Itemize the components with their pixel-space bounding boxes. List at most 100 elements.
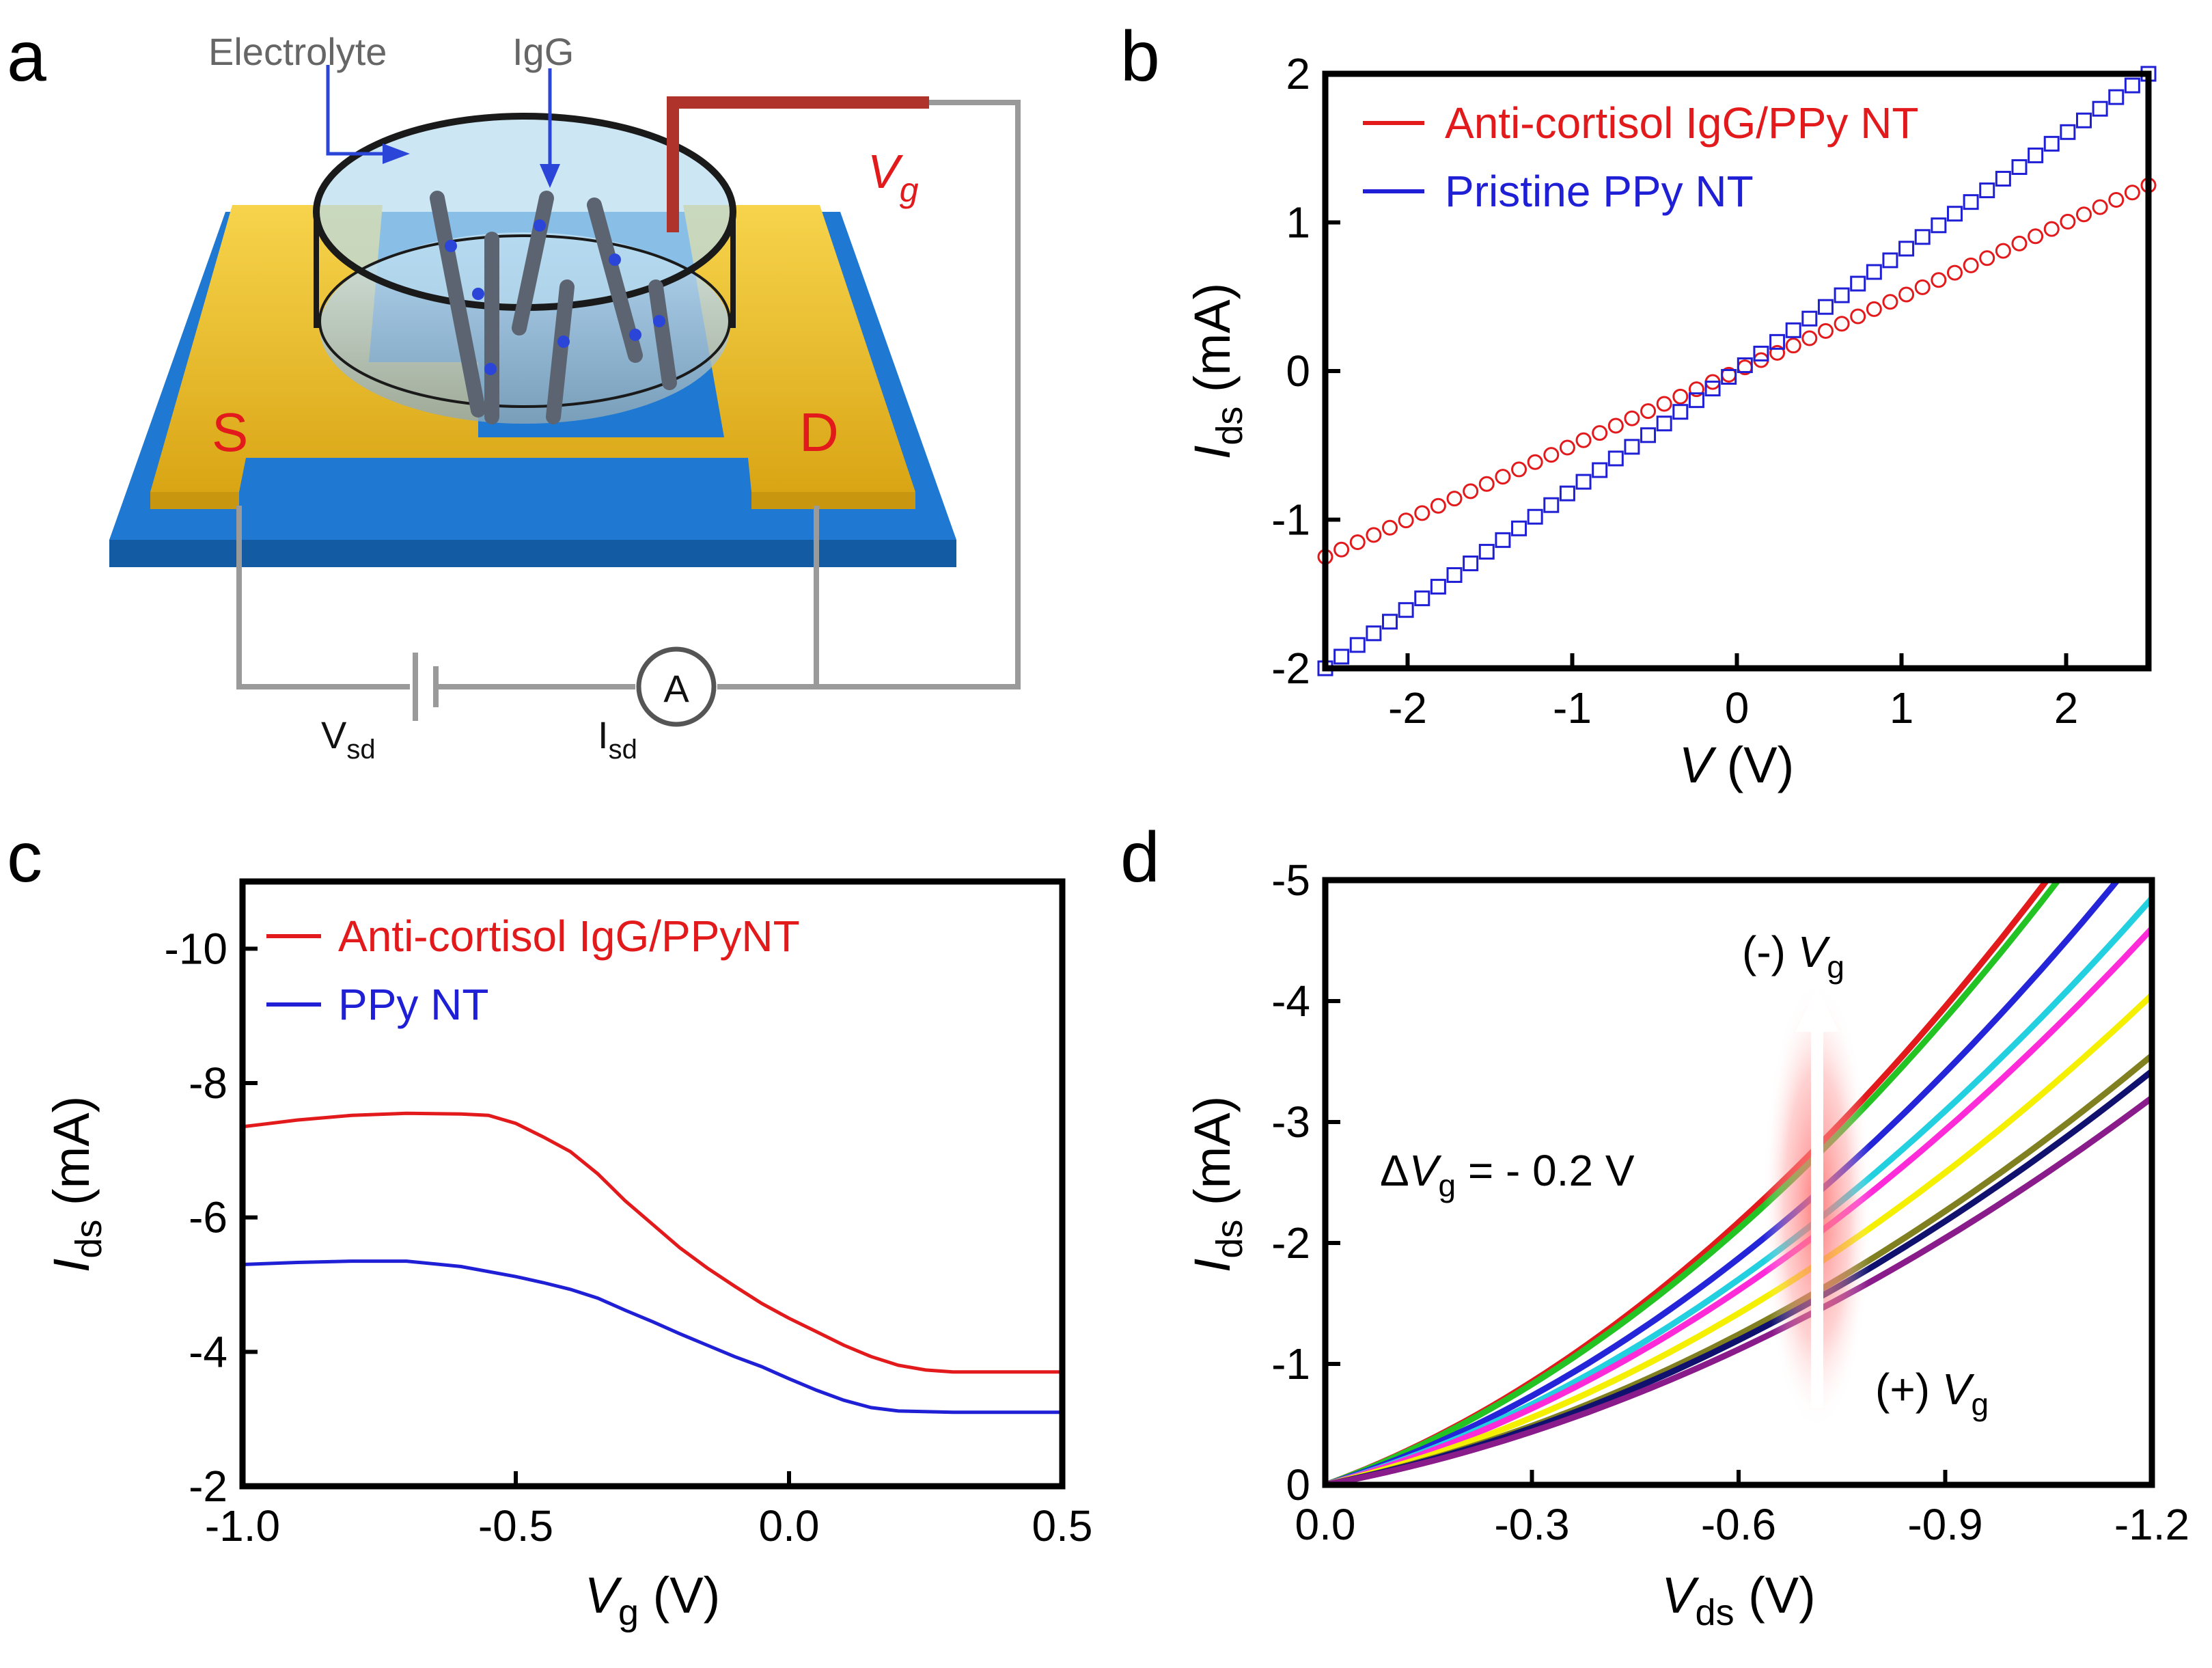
panel-c-ytick-label: -4 (189, 1327, 227, 1376)
point-pristine (1656, 415, 1672, 432)
panel-c-legend: Anti-cortisol IgG/PPyNT PPy NT (266, 912, 800, 1029)
point-pristine (1995, 171, 2011, 187)
point-anti-cortisol (1979, 250, 1995, 266)
point-pristine (1575, 474, 1592, 490)
panel-letter-d: d (1120, 818, 1160, 897)
point-anti-cortisol (2108, 191, 2125, 208)
point-pristine (1753, 345, 1769, 361)
point-anti-cortisol (1414, 505, 1430, 521)
panel-b-ytick-label: -2 (1271, 644, 1310, 693)
point-pristine (1688, 392, 1704, 409)
panel-d-ytick-label: -1 (1271, 1339, 1310, 1389)
drain-electrode (369, 205, 915, 492)
ammeter (636, 646, 717, 727)
point-anti-cortisol (1817, 323, 1834, 339)
point-pristine (1543, 497, 1560, 513)
point-pristine (1946, 206, 1963, 222)
panel-c-ytick-label: -8 (189, 1058, 227, 1108)
point-pristine (1382, 614, 1398, 630)
point-pristine (1817, 299, 1834, 315)
point-anti-cortisol (2011, 235, 2028, 251)
panel-c-axes: -1.0 -0.5 0.0 0.5 -2 -4 -6 -8 -10 (165, 924, 1093, 1550)
point-anti-cortisol (1656, 396, 1672, 412)
panel-d-ytick-label: -3 (1271, 1097, 1310, 1147)
point-pristine (2108, 89, 2125, 105)
panel-d-ytick-label: -2 (1271, 1218, 1310, 1268)
panel-b-axes: -2 -1 0 1 2 -2 -1 0 1 2 (1271, 49, 2078, 733)
panel-c-xtick-label: 0.0 (759, 1501, 820, 1550)
point-pristine (1882, 252, 1898, 269)
panel-c-ytick-label: -2 (189, 1462, 227, 1511)
point-anti-cortisol (1478, 476, 1495, 492)
point-pristine (2060, 124, 2076, 140)
panel-d-xlabel: Vds (V) (1661, 1567, 1816, 1633)
point-anti-cortisol (1866, 301, 1882, 317)
point-pristine (1704, 381, 1721, 397)
circuit-wires (236, 100, 1021, 689)
panel-b-ytick-label: 0 (1286, 346, 1310, 396)
point-anti-cortisol (1463, 483, 1479, 500)
point-pristine (2028, 147, 2044, 163)
panel-c-ytick-label: -10 (165, 924, 228, 973)
point-anti-cortisol (1672, 388, 1689, 405)
panel-c-ylabel: Ids (mA) (43, 1096, 109, 1272)
point-pristine (1592, 462, 1608, 478)
point-pristine (1785, 322, 1801, 338)
point-pristine (1914, 229, 1931, 245)
electrolyte-label: Electrolyte (208, 30, 387, 73)
point-pristine (1640, 427, 1657, 443)
point-anti-cortisol (1349, 534, 1366, 551)
point-anti-cortisol (1931, 272, 1947, 288)
point-pristine (1672, 404, 1689, 420)
vsd-label: Vsd (321, 713, 376, 765)
panel-b-xlabel: V (V) (1679, 737, 1795, 793)
panel-d-ytick-label: -5 (1271, 856, 1310, 905)
point-pristine (1446, 567, 1463, 584)
electrolyte-pointer (326, 65, 383, 156)
igg-arrowhead (540, 164, 560, 188)
panel-b-xtick-label: -1 (1553, 683, 1592, 733)
point-pristine (2124, 77, 2140, 94)
panel-b-xtick-label: 0 (1725, 683, 1750, 733)
point-anti-cortisol (1898, 286, 1915, 303)
point-anti-cortisol (1769, 344, 1786, 361)
point-pristine (2011, 159, 2028, 175)
point-anti-cortisol (1624, 410, 1640, 426)
legend-label-anti-cortisol: Anti-cortisol IgG/PPyNT (338, 912, 800, 961)
panel-a-schematic: a (7, 17, 1021, 765)
legend-label-pristine: Pristine PPy NT (1445, 167, 1754, 216)
point-anti-cortisol (2075, 206, 2092, 223)
electrolyte-arrowhead (383, 143, 410, 164)
point-anti-cortisol (1640, 403, 1657, 420)
point-anti-cortisol (1511, 461, 1527, 478)
drain-electrode-edge (751, 492, 915, 509)
igg-antibodies (445, 219, 665, 375)
point-anti-cortisol (1688, 381, 1704, 398)
point-anti-cortisol (1785, 338, 1801, 354)
isd-label: Isd (598, 713, 637, 765)
point-pristine (1366, 625, 1382, 642)
panel-c-xlabel: Vg (V) (585, 1567, 721, 1633)
panel-d-chart: d 0.0 -0.3 -0.6 -0.9 -1.20-1-2-3-4-5 (-) Vg … (1120, 818, 2189, 1633)
vg-label: Vg (868, 145, 919, 209)
legend-label-ppy: PPy NT (338, 980, 488, 1029)
point-pristine (1495, 532, 1511, 548)
substrate-edge (109, 540, 956, 567)
panel-c-frame (239, 878, 1066, 1490)
point-pristine (1624, 439, 1640, 455)
panel-b-ytick-label: -1 (1271, 495, 1310, 545)
panel-d-xtick-label: -1.2 (2114, 1500, 2189, 1549)
point-anti-cortisol (1963, 257, 1979, 273)
dish-bottom-line (318, 234, 731, 408)
legend-label-anti-cortisol: Anti-cortisol IgG/PPy NT (1445, 98, 1919, 148)
vg-curve-7 (1325, 1053, 2152, 1485)
panel-b-xtick-label: 2 (2054, 683, 2079, 733)
panel-letter-b: b (1120, 17, 1160, 96)
point-anti-cortisol (1946, 264, 1963, 281)
panel-d-series (1325, 880, 2152, 1485)
point-pristine (1478, 543, 1495, 560)
point-pristine (1721, 369, 1737, 385)
panel-b-xtick-label: 1 (1890, 683, 1914, 733)
vg-arrowhead (1795, 987, 1839, 1032)
panel-d-xtick-label: -0.9 (1907, 1500, 1982, 1549)
